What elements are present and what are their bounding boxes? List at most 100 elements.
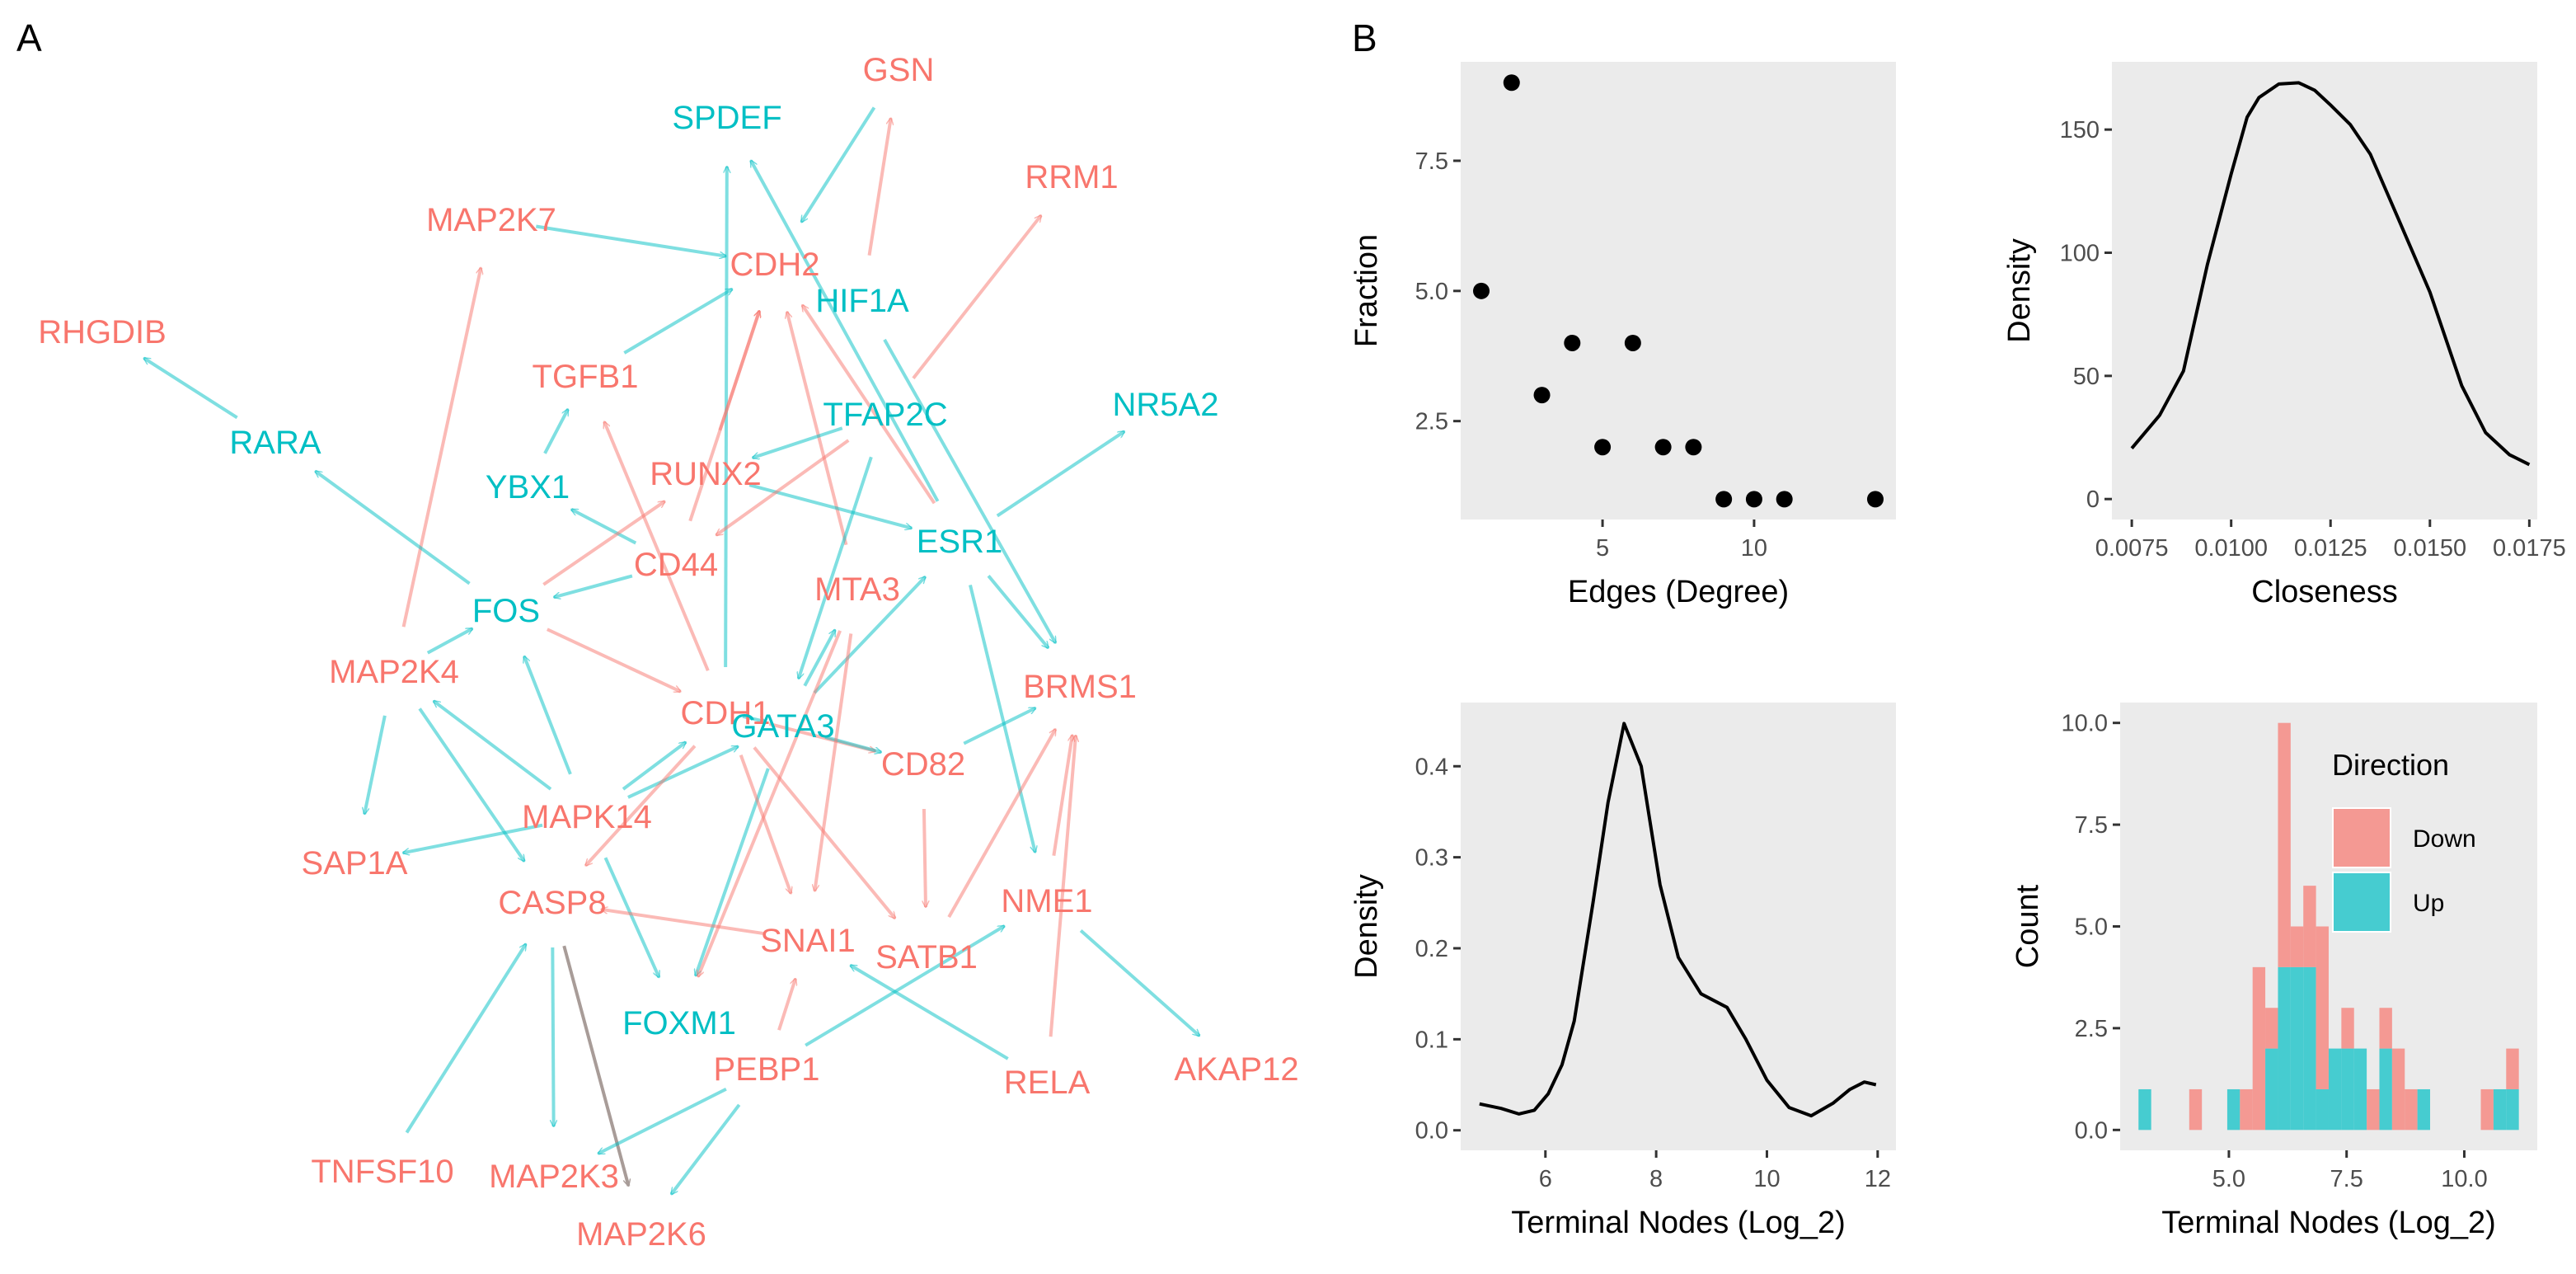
x-tick-label: 5: [1596, 535, 1609, 562]
legend-label-up: Up: [2413, 890, 2444, 917]
data-point: [1866, 491, 1884, 508]
y-tick-label: 0.2: [1415, 936, 1448, 962]
y-tick-label: 50: [2073, 364, 2100, 390]
node-snai1: SNAI1: [760, 923, 856, 959]
edge-mapk14-to-fos: [524, 656, 572, 775]
edge-mapk14-to-cdh1: [622, 740, 686, 791]
bar-down: [2303, 886, 2316, 967]
legend-key-down: [2332, 807, 2391, 868]
edge-rela-to-brms1: [1049, 736, 1076, 1037]
node-sap1a: SAP1A: [302, 845, 408, 881]
node-ybx1: YBX1: [486, 469, 570, 505]
y-axis-title: Density: [1349, 874, 1384, 979]
y-tick-label: 100: [2060, 240, 2100, 266]
bar-down: [2341, 1008, 2354, 1049]
edge-satb1-to-brms1: [947, 729, 1058, 919]
y-tick-label: 5.0: [1415, 279, 1448, 305]
data-point: [1624, 334, 1641, 351]
edge-cdh1-to-casp8: [585, 745, 697, 866]
edge-casp8-to-map2k6: [562, 945, 628, 1186]
x-tick-label: 5.0: [2212, 1166, 2245, 1192]
edge-rela-to-snai1: [851, 963, 1009, 1060]
edge-mapk14-to-map2k4: [434, 699, 552, 791]
edge-runx2-to-esr1: [748, 483, 912, 528]
x-tick-label: 10: [1753, 1166, 1780, 1192]
node-rela: RELA: [1004, 1065, 1091, 1101]
legend-key-up: [2332, 872, 2391, 933]
bar-up: [2265, 1048, 2278, 1131]
node-tgfb1: TGFB1: [533, 359, 639, 395]
node-fos: FOS: [472, 593, 540, 629]
bar-up: [2417, 1088, 2431, 1131]
edge-mapk14-to-gata3: [627, 745, 739, 799]
edge-tnfsf10-to-casp8: [405, 944, 528, 1134]
node-rhgdib: RHGDIB: [38, 314, 167, 350]
node-mapk14: MAPK14: [522, 799, 652, 835]
y-tick-label: 2.5: [1415, 409, 1448, 435]
bar-down: [2506, 1048, 2519, 1089]
edge-cdh1-to-satb1: [753, 746, 895, 918]
density-curve: [2130, 81, 2531, 467]
y-tick-label: 7.5: [1415, 148, 1448, 175]
plot-panel: [2112, 62, 2537, 519]
bar-up: [2278, 966, 2291, 1131]
edge-cdh1-to-snai1: [739, 755, 791, 894]
bar-down: [2391, 1048, 2405, 1131]
y-tick-label: 2.5: [2075, 1016, 2108, 1042]
edge-tgfb1-to-cdh2: [623, 287, 732, 355]
legend-label-down: Down: [2413, 825, 2476, 853]
bar-up: [2341, 1048, 2354, 1131]
x-tick-label: 0.0075: [2095, 535, 2169, 562]
edge-mta3-to-cdh2: [787, 312, 848, 546]
edge-esr1-to-nme1: [969, 584, 1035, 852]
edge-hif1a-to-gsn: [867, 118, 891, 256]
bar-up: [2290, 966, 2304, 1131]
x-axis-title: Terminal Nodes (Log_2): [2161, 1206, 2496, 1240]
bar-down: [2405, 1088, 2418, 1131]
y-tick-label: 5.0: [2075, 914, 2108, 941]
edge-map2k7-to-cdh2: [536, 224, 725, 256]
bar-down: [2480, 1088, 2494, 1131]
edge-nme1-to-akap12: [1079, 928, 1199, 1036]
edge-map2k4-to-fos: [426, 627, 472, 655]
bar-up: [2493, 1088, 2507, 1131]
bar-up: [2328, 1048, 2342, 1131]
y-tick-label: 10.0: [2062, 711, 2108, 737]
edge-tfap2c-to-cd44: [716, 439, 850, 537]
bar-down: [2316, 926, 2329, 1089]
data-point: [1503, 74, 1520, 92]
y-tick-label: 0: [2086, 487, 2100, 513]
bar-up: [2506, 1088, 2519, 1131]
panel-label-b: B: [1352, 16, 1377, 59]
edge-hif1a-to-brms1: [883, 338, 1058, 643]
x-tick-label: 12: [1865, 1166, 1891, 1192]
node-rrm1: RRM1: [1025, 159, 1118, 195]
edge-casp8-to-map2k3: [552, 947, 553, 1126]
terminal-nodes-density-plot: 6 8 10 12 0.0 0.1 0.2 0.3 0.4 Terminal Nodes (Log…: [1349, 703, 1896, 1240]
edge-map2k4-to-casp8: [418, 708, 526, 861]
bar-up: [2226, 1088, 2241, 1131]
x-axis-title: Edges (Degree): [1568, 575, 1789, 609]
edge-mapk14-to-foxm1: [603, 857, 661, 977]
data-point: [1685, 439, 1702, 456]
x-tick-label: 0.0175: [2493, 535, 2566, 562]
node-cdh2: CDH2: [730, 247, 820, 283]
x-tick-label: 8: [1649, 1166, 1663, 1192]
bar-down: [2240, 1088, 2253, 1131]
y-axis-title: Fraction: [1349, 234, 1384, 347]
network-edges: [144, 106, 1200, 1194]
edge-snai1-to-casp8: [601, 910, 763, 935]
bar-up: [2379, 1048, 2392, 1131]
data-point: [1654, 439, 1672, 456]
degree-scatter-plot: 5 10 2.5 5.0 7.5 Edges (Degree) Fraction: [1349, 62, 1896, 609]
panel-label-a: A: [16, 16, 42, 59]
legend: Direction Down Up: [2332, 748, 2476, 933]
bar-down: [2379, 1008, 2392, 1049]
edge-cd44-to-cdh2: [688, 311, 759, 522]
bar-down: [2265, 1008, 2278, 1049]
bar-up: [2138, 1088, 2151, 1131]
node-satb1: SATB1: [875, 939, 978, 975]
data-point: [1473, 282, 1490, 299]
